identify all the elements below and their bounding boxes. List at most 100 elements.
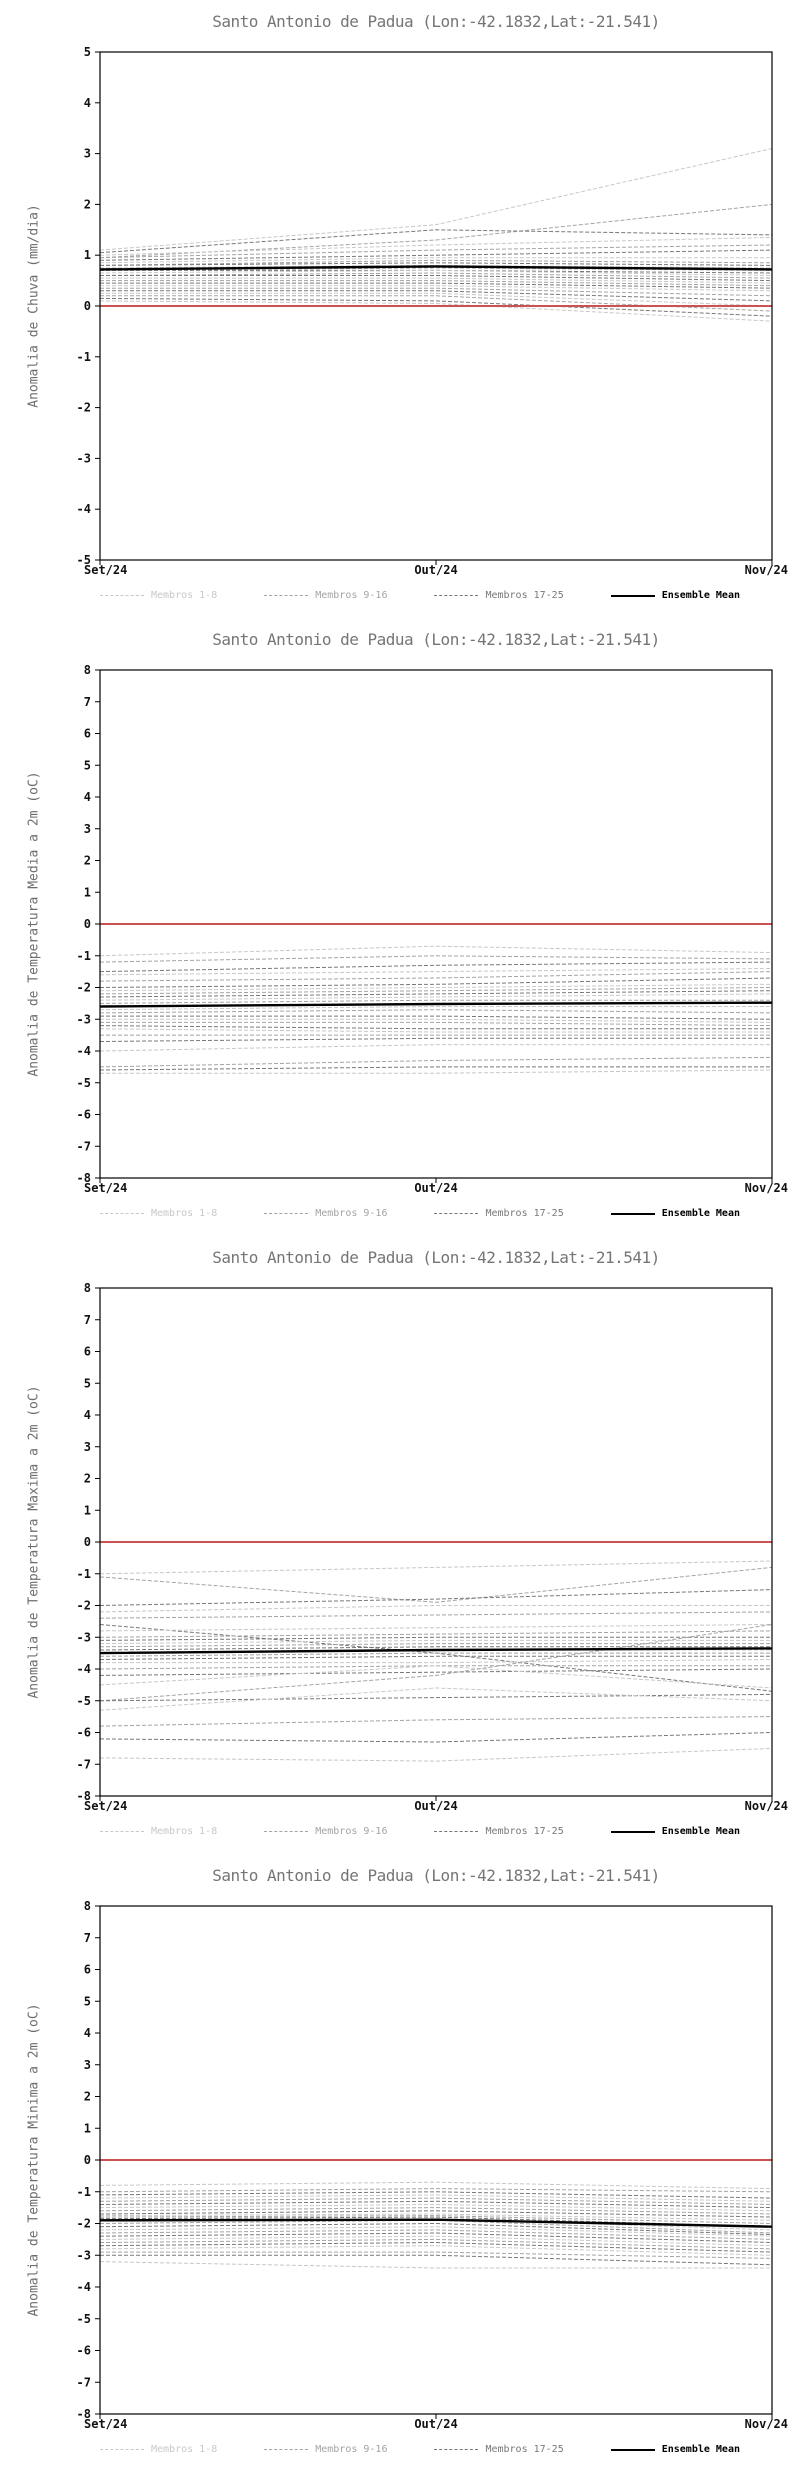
- member-line: [99, 259, 773, 266]
- ensemble-mean-line: [99, 1647, 773, 1655]
- y-tick-label: 7: [84, 695, 91, 709]
- y-tick-label: 7: [84, 1313, 91, 1327]
- legend-line-sample: [610, 594, 655, 597]
- y-tick-label: -3: [77, 1012, 91, 1026]
- y-tick-label: 1: [84, 2121, 91, 2135]
- y-tick-label: 2: [84, 197, 91, 211]
- y-tick-label: 3: [84, 1440, 91, 1454]
- member-line: [100, 2254, 773, 2266]
- member-line: [99, 1687, 773, 1711]
- y-tick-label: 3: [84, 147, 91, 161]
- member-line: [99, 968, 773, 976]
- legend-label: Membros 17-25: [485, 590, 564, 601]
- plot-canvas: -5 -4 -3 -2 -1 0 1 2 3 4 5: [77, 45, 773, 567]
- member-line: [99, 1037, 772, 1042]
- y-tick-label: 3: [84, 822, 91, 836]
- member-line: [99, 961, 773, 973]
- legend-label: Membros 1-8: [151, 1826, 218, 1837]
- legend-line-sample: [610, 2448, 655, 2451]
- member-line: [99, 1028, 772, 1033]
- y-tick-label: -5: [77, 553, 91, 567]
- chart-title: Santo Antonio de Padua (Lon:-42.1832,Lat…: [212, 1866, 660, 1885]
- legend-item: Membros 9-16: [264, 1826, 387, 1837]
- x-tick-label: Out/24: [414, 563, 458, 577]
- member-line: [100, 1018, 773, 1023]
- x-tick-label: Set/24: [84, 563, 128, 577]
- legend-item: Membros 1-8: [100, 1826, 217, 1837]
- plot-canvas: -8 -7 -6 -5 -4 -3 -2 -1 0 1 2 3 4 5 6 7 8: [77, 1281, 773, 1803]
- y-tick-label: -1: [77, 2185, 91, 2199]
- member-line: [99, 2188, 773, 2193]
- member-line: [99, 1056, 773, 1068]
- x-tick-label: Nov/24: [744, 1181, 788, 1195]
- member-line: [99, 1589, 773, 1606]
- member-line: [99, 999, 772, 1004]
- y-tick-label: -6: [77, 1726, 91, 1740]
- member-line: [99, 2207, 773, 2215]
- member-line: [100, 285, 773, 292]
- member-line: [99, 990, 773, 998]
- legend-item: Membros 9-16: [264, 2444, 387, 2455]
- member-line: [99, 1732, 773, 1743]
- legend: Membros 1-8 Membros 9-16 Membros 17-25 E…: [100, 2444, 740, 2455]
- chart-title: Santo Antonio de Padua (Lon:-42.1832,Lat…: [212, 1248, 660, 1267]
- legend-line-sample: [610, 1212, 655, 1215]
- legend-line-sample: [434, 2449, 479, 2450]
- ensemble-mean-line: [99, 1001, 773, 1008]
- legend-line-sample: [610, 1830, 655, 1833]
- member-line: [99, 2229, 773, 2240]
- legend-label: Membros 9-16: [315, 1826, 388, 1837]
- legend-label: Membros 9-16: [315, 1208, 388, 1219]
- legend-line-sample: [100, 1213, 144, 1214]
- legend-line-sample: [264, 595, 309, 596]
- y-axis-label: Anomalia de Temperatura Minima a 2m (oC): [26, 2003, 42, 2317]
- legend: Membros 1-8 Membros 9-16 Membros 17-25 E…: [100, 590, 740, 601]
- legend-item: Ensemble Mean: [610, 2444, 740, 2455]
- legend-item: Membros 17-25: [434, 1826, 564, 1837]
- y-tick-label: 1: [84, 248, 91, 262]
- x-tick-label: Set/24: [84, 1799, 128, 1813]
- y-tick-label: 1: [84, 885, 91, 899]
- legend-label: Membros 17-25: [485, 1208, 564, 1219]
- member-line: [99, 2203, 773, 2212]
- y-tick-label: -2: [77, 1599, 91, 1613]
- chart-anomalia-chuva: -5 -4 -3 -2 -1 0 1 2 3 4 5 Santo Antonio de Padua …: [0, 0, 800, 618]
- x-tick-label: Set/24: [84, 2417, 128, 2431]
- chart-anomalia-temp-minima: -8 -7 -6 -5 -4 -3 -2 -1 0 1 2 3 4 5 6 7 8 Santo Antonio …: [0, 1854, 800, 2472]
- member-line: [99, 1006, 772, 1011]
- member-line: [99, 244, 773, 259]
- x-tick-label: Out/24: [414, 1181, 458, 1195]
- legend-line-sample: [100, 595, 144, 596]
- member-line: [100, 290, 773, 302]
- member-line: [99, 2245, 773, 2256]
- member-line: [100, 287, 773, 297]
- legend-line-sample: [434, 1831, 479, 1832]
- member-line: [99, 1636, 772, 1641]
- member-line: [99, 1624, 773, 1702]
- member-line: [99, 945, 773, 957]
- y-tick-label: 8: [84, 1899, 91, 1913]
- ensemble-mean-line: [99, 2218, 773, 2228]
- y-tick-label: 6: [84, 1963, 91, 1977]
- legend-item: Membros 17-25: [434, 590, 564, 601]
- member-line: [100, 1015, 773, 1020]
- x-tick-label: Nov/24: [744, 2417, 788, 2431]
- x-tick-label: Nov/24: [744, 563, 788, 577]
- y-tick-label: 3: [84, 2058, 91, 2072]
- legend-label: Membros 1-8: [151, 1208, 218, 1219]
- legend-item: Ensemble Mean: [610, 590, 740, 601]
- member-line: [99, 1693, 773, 1702]
- y-tick-label: 0: [84, 917, 91, 931]
- legend-label: Ensemble Mean: [661, 2444, 740, 2455]
- member-line: [100, 280, 773, 287]
- member-line: [99, 971, 773, 982]
- member-line: [100, 275, 773, 282]
- chart-title: Santo Antonio de Padua (Lon:-42.1832,Lat…: [212, 630, 660, 649]
- y-tick-label: -1: [77, 1567, 91, 1581]
- legend: Membros 1-8 Membros 9-16 Membros 17-25 E…: [100, 1208, 740, 1219]
- member-line: [99, 1630, 773, 1638]
- y-tick-label: -5: [77, 1076, 91, 1090]
- member-line: [99, 1643, 772, 1648]
- member-line: [100, 1069, 773, 1074]
